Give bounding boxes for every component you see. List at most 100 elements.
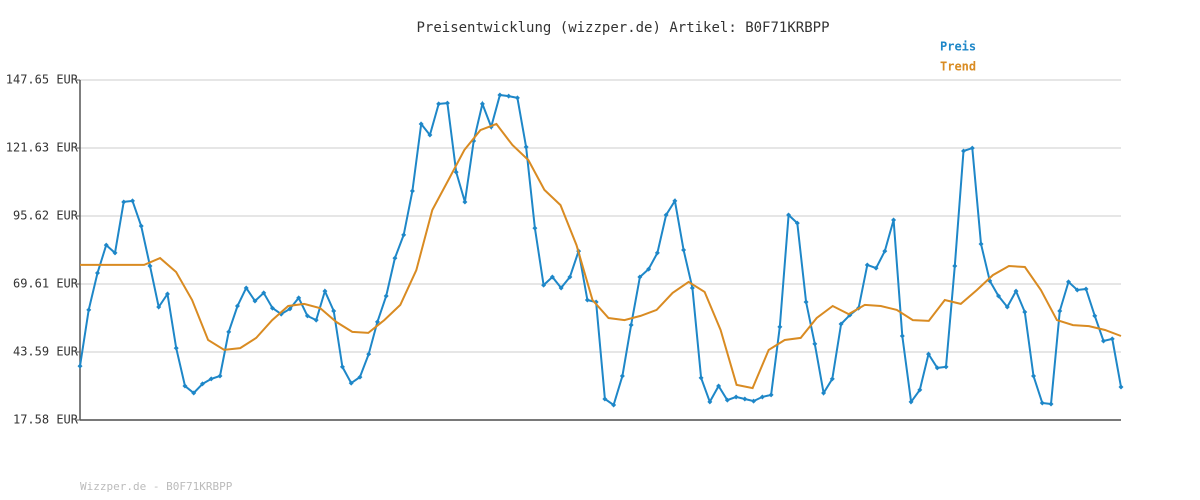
- point-marker: [261, 290, 267, 296]
- point-marker: [908, 399, 914, 405]
- point-marker: [156, 304, 162, 310]
- point-marker: [1066, 279, 1072, 285]
- point-marker: [654, 250, 660, 256]
- point-marker: [427, 132, 433, 138]
- point-marker: [304, 313, 310, 319]
- point-marker: [934, 365, 940, 371]
- point-marker: [129, 198, 135, 204]
- point-marker: [873, 265, 879, 271]
- point-marker: [777, 324, 783, 330]
- point-marker: [707, 399, 713, 405]
- point-marker: [164, 291, 170, 297]
- point-marker: [899, 333, 905, 339]
- point-marker: [1013, 288, 1019, 294]
- point-marker: [681, 247, 687, 253]
- point-marker: [628, 322, 634, 328]
- point-marker: [182, 383, 188, 389]
- grid: [80, 79, 1121, 421]
- point-marker: [112, 250, 118, 256]
- point-marker: [1083, 286, 1089, 292]
- point-marker: [313, 317, 319, 323]
- point-marker: [1004, 304, 1010, 310]
- point-marker: [86, 307, 92, 313]
- point-marker: [541, 282, 547, 288]
- point-marker: [269, 305, 275, 311]
- point-marker: [339, 364, 345, 370]
- point-marker: [479, 101, 485, 107]
- point-marker: [1057, 308, 1063, 314]
- point-marker: [453, 169, 459, 175]
- legend-label: Trend: [940, 60, 976, 74]
- point-marker: [619, 373, 625, 379]
- point-marker: [952, 263, 958, 269]
- point-marker: [838, 321, 844, 327]
- point-marker: [1039, 400, 1045, 406]
- point-marker: [759, 394, 765, 400]
- point-marker: [418, 121, 424, 127]
- point-marker: [348, 380, 354, 386]
- y-tick-label: 121.63 EUR: [6, 141, 79, 155]
- point-marker: [444, 100, 450, 106]
- point-marker: [742, 396, 748, 402]
- footer: Wizzper.de - B0F71KRBPP: [80, 480, 233, 493]
- point-marker: [191, 390, 197, 396]
- point-marker: [768, 392, 774, 398]
- point-marker: [672, 198, 678, 204]
- point-marker: [462, 199, 468, 205]
- point-marker: [864, 262, 870, 268]
- point-marker: [786, 212, 792, 218]
- point-marker: [138, 223, 144, 229]
- point-marker: [821, 390, 827, 396]
- point-marker: [94, 270, 100, 276]
- point-marker: [733, 394, 739, 400]
- chart-title: Preisentwicklung (wizzper.de) Artikel: B…: [416, 20, 829, 36]
- point-marker: [1118, 384, 1124, 390]
- point-marker: [969, 145, 975, 151]
- point-marker: [1092, 313, 1098, 319]
- point-marker: [794, 220, 800, 226]
- point-marker: [567, 274, 573, 280]
- series-line: [80, 122, 1122, 390]
- y-tick-label: 69.61 EUR: [13, 276, 79, 290]
- point-marker: [637, 274, 643, 280]
- point-marker: [689, 285, 695, 291]
- point-marker: [322, 288, 328, 294]
- y-tick-label: 147.65 EUR: [6, 73, 79, 87]
- point-marker: [409, 188, 415, 194]
- point-marker: [1048, 401, 1054, 407]
- point-marker: [217, 373, 223, 379]
- point-marker: [917, 387, 923, 393]
- point-marker: [357, 374, 363, 380]
- point-marker: [199, 381, 205, 387]
- point-marker: [121, 199, 127, 205]
- point-marker: [549, 274, 555, 280]
- point-marker: [943, 364, 949, 370]
- point-marker: [803, 299, 809, 305]
- point-marker: [961, 148, 967, 154]
- point-marker: [147, 263, 153, 269]
- point-marker: [812, 341, 818, 347]
- point-marker: [103, 242, 109, 248]
- point-marker: [366, 351, 372, 357]
- point-marker: [1074, 287, 1080, 293]
- y-tick-label: 17.58 EUR: [13, 413, 79, 427]
- point-marker: [506, 93, 512, 99]
- point-marker: [532, 225, 538, 231]
- point-marker: [392, 255, 398, 261]
- point-marker: [497, 92, 503, 98]
- point-marker: [374, 319, 380, 325]
- point-marker: [926, 351, 932, 357]
- point-marker: [978, 241, 984, 247]
- point-marker: [891, 217, 897, 223]
- y-tick-label: 43.59 EUR: [13, 345, 79, 359]
- series-line: [79, 93, 1122, 407]
- point-marker: [436, 101, 442, 107]
- point-marker: [724, 397, 730, 403]
- point-marker: [829, 376, 835, 382]
- point-marker: [234, 303, 240, 309]
- point-marker: [331, 308, 337, 314]
- point-marker: [1109, 336, 1115, 342]
- point-marker: [882, 248, 888, 254]
- y-tick-label: 95.62 EUR: [13, 209, 79, 223]
